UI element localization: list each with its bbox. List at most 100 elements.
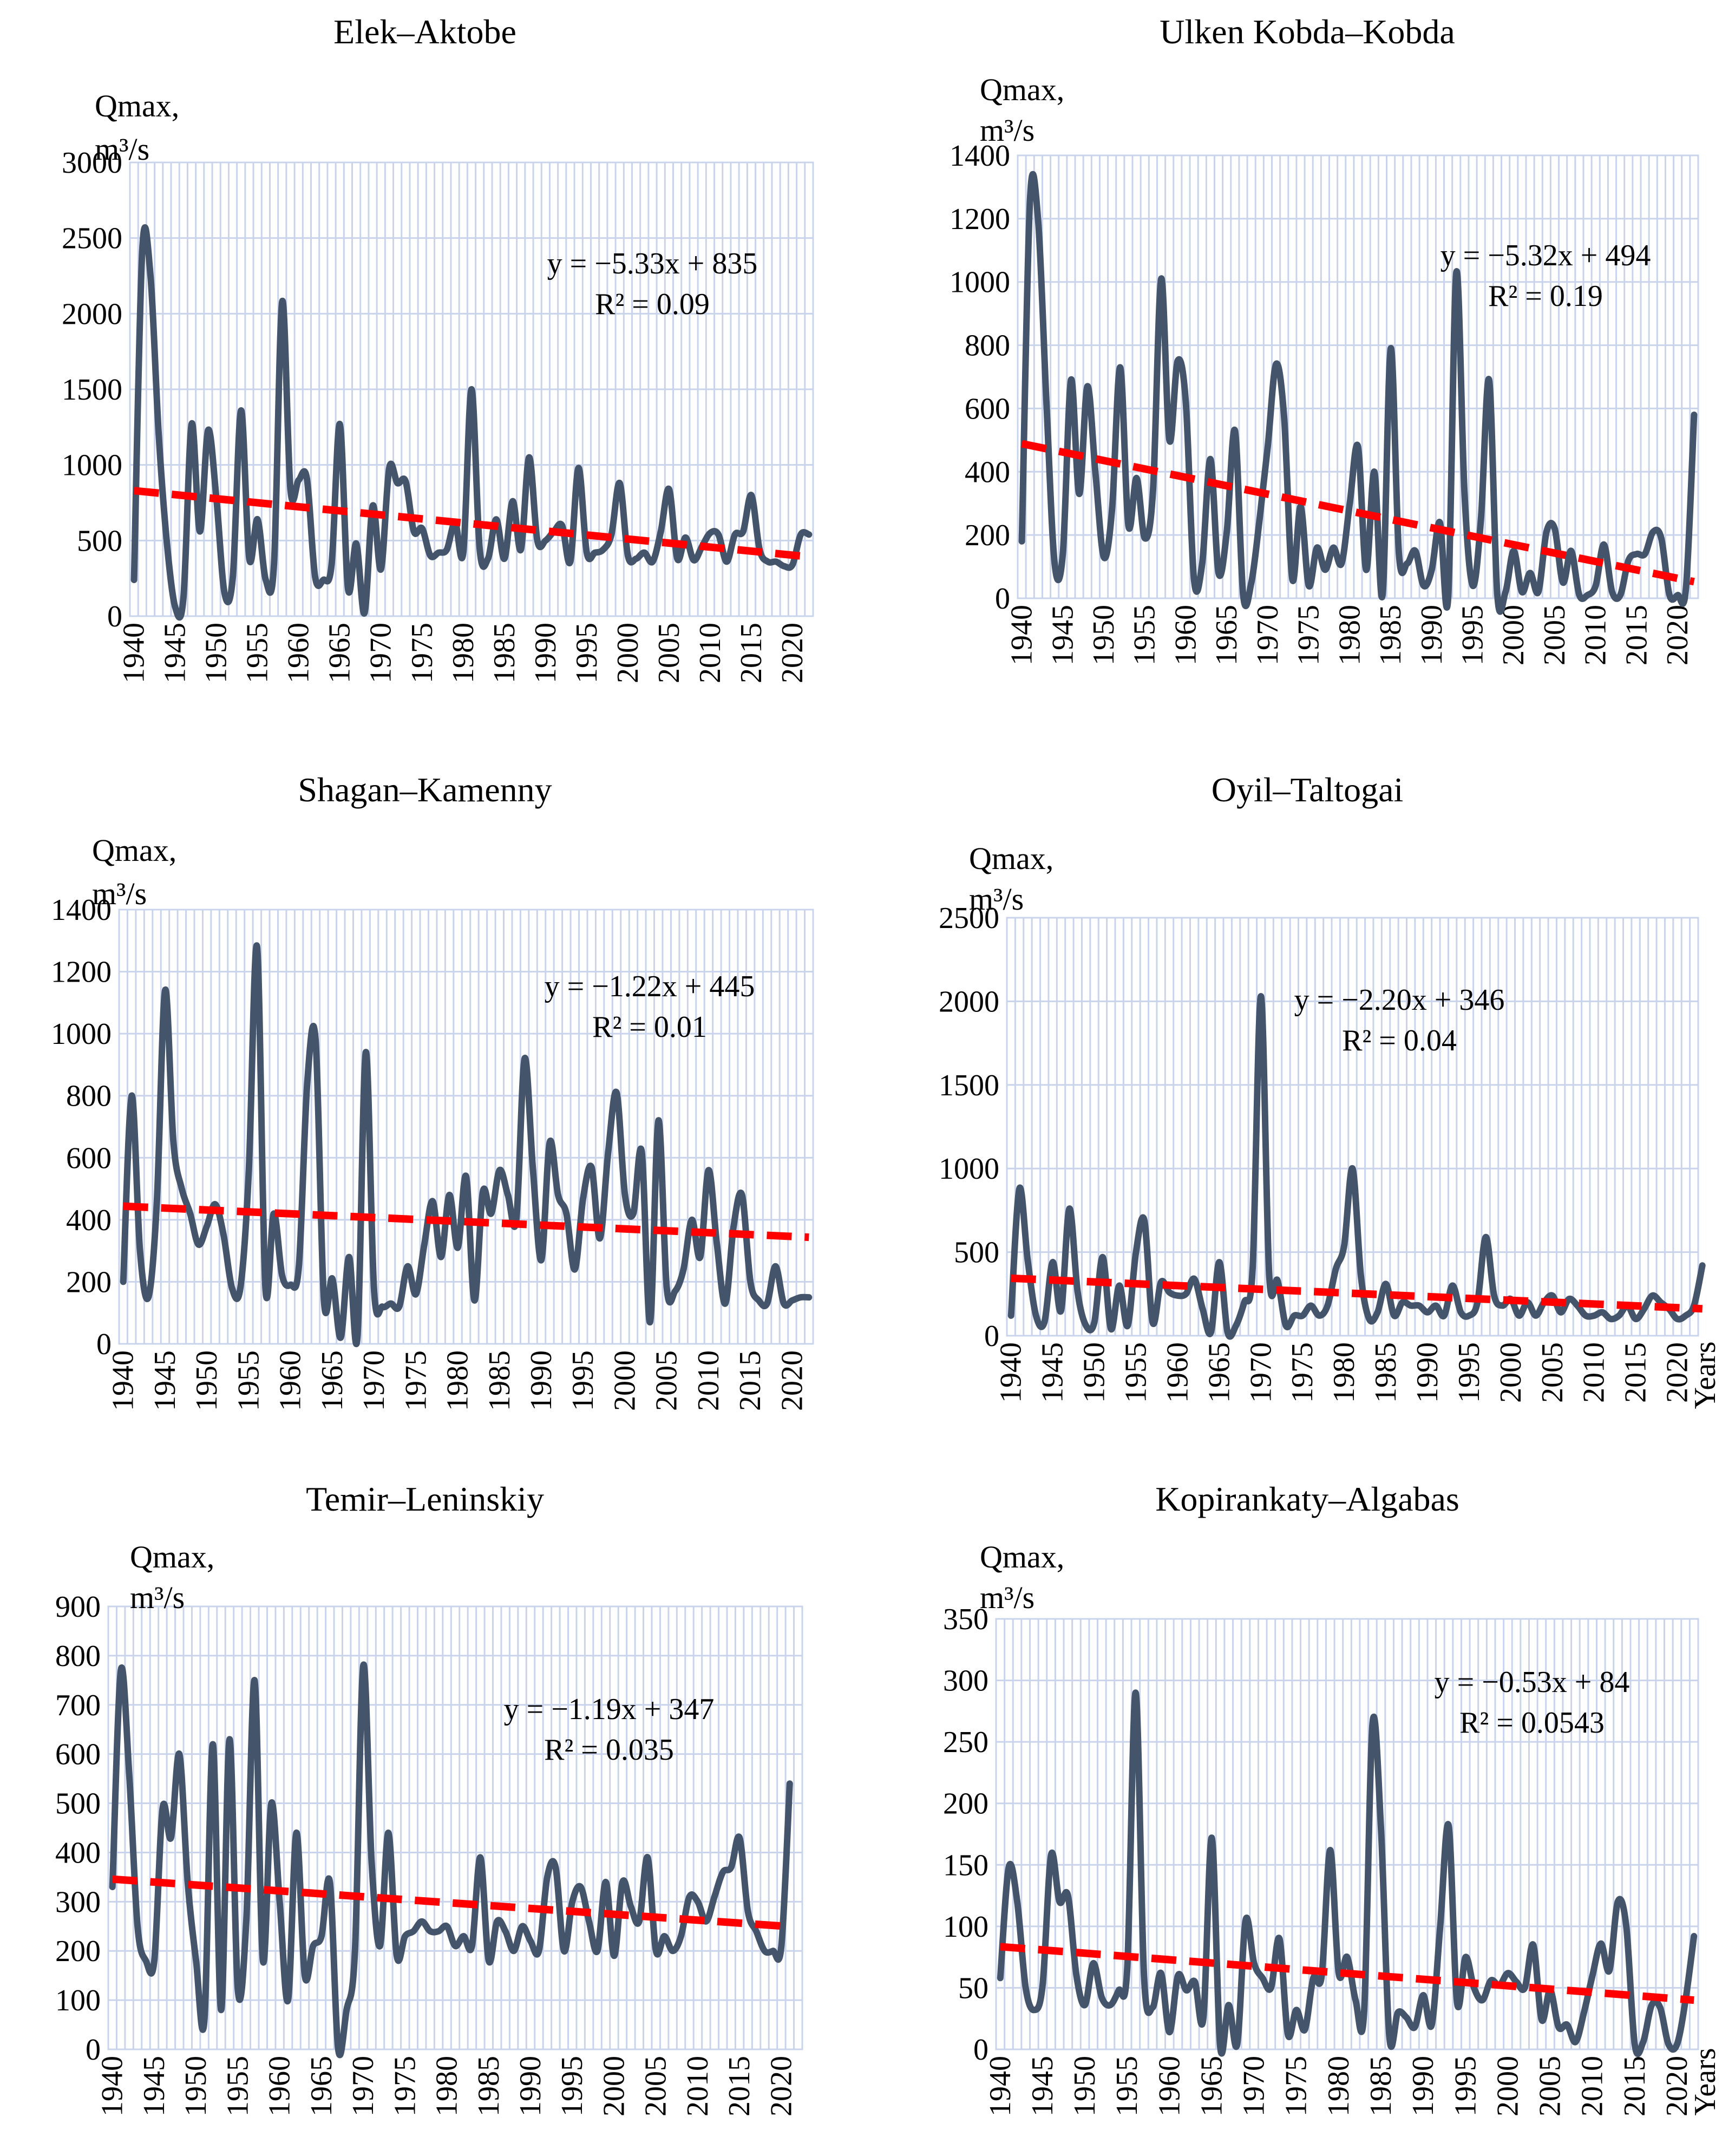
x-tick-label: 1990 <box>1406 2056 1440 2116</box>
y-tick-label: 1000 <box>950 266 1010 299</box>
x-tick-label: 2000 <box>1494 1342 1528 1403</box>
x-tick-label: 2010 <box>681 2056 715 2116</box>
x-tick-label: 1985 <box>1374 605 1407 665</box>
series-line-qmax <box>130 224 813 621</box>
x-tick-label: 1975 <box>1280 2056 1313 2116</box>
x-tick-label: 2020 <box>1661 1342 1694 1403</box>
plot-grid <box>129 161 814 617</box>
x-tick-label: 2015 <box>723 2056 756 2116</box>
x-tick-label: 1950 <box>190 1350 224 1411</box>
chart-title: Ulken Kobda–Kobda <box>1160 12 1455 51</box>
y-tick-label: 600 <box>965 392 1010 426</box>
x-tick-label: 1970 <box>346 2056 380 2116</box>
y-axis-label: Qmax, <box>969 841 1053 876</box>
y-tick-label: 400 <box>66 1204 112 1237</box>
x-tick-label: 2005 <box>639 2056 673 2116</box>
x-tick-label: 2010 <box>1579 605 1613 665</box>
x-tick-label: 2010 <box>1577 1342 1611 1403</box>
x-tick-label: 2020 <box>1660 2056 1694 2116</box>
y-tick-label: 2000 <box>62 297 122 331</box>
y-axis-label: Qmax, <box>95 88 179 123</box>
x-tick-label: 1955 <box>232 1350 265 1411</box>
x-tick-label: 2010 <box>692 1350 725 1411</box>
x-tick-label: 2015 <box>1620 605 1653 665</box>
y-tick-label: 1000 <box>51 1017 112 1051</box>
y-tick-label: 0 <box>995 582 1010 616</box>
y-axis-label: Qmax, <box>980 72 1064 107</box>
r-squared-label: R² = 0.035 <box>544 1733 674 1767</box>
r-squared-label: R² = 0.09 <box>595 288 710 321</box>
y-tick-label: 400 <box>55 1836 101 1870</box>
x-tick-label: 2000 <box>597 2056 631 2116</box>
y-tick-label: 0 <box>973 2033 988 2067</box>
y-tick-label: 600 <box>55 1738 101 1772</box>
x-tick-label: 1940 <box>1005 605 1039 665</box>
x-tick-label: 2020 <box>764 2056 798 2116</box>
y-tick-label: 1500 <box>939 1069 999 1102</box>
x-tick-label: 1970 <box>1244 1342 1278 1403</box>
chart-panel-1: 0 500 1000 1500 2000 2500 3000 1940 1945 1950 1955… <box>62 12 814 683</box>
y-tick-label: 250 <box>943 1726 988 1759</box>
x-tick-label: 1950 <box>1087 605 1121 665</box>
y-tick-label: 1500 <box>62 373 122 407</box>
x-tick-label: 1990 <box>529 623 562 683</box>
x-tick-label: 1965 <box>316 1350 349 1411</box>
y-tick-label: 200 <box>55 1935 101 1968</box>
trend-equation: y = −5.33x + 835 <box>547 247 758 280</box>
x-tick-label: 1940 <box>107 1350 140 1411</box>
x-tick-label: 1960 <box>1153 2056 1186 2116</box>
x-tick-label: 1960 <box>1161 1342 1194 1403</box>
chart-title: Temir–Leninskiy <box>306 1480 544 1518</box>
x-tick-label: 1960 <box>274 1350 307 1411</box>
y-tick-label: 1000 <box>939 1152 999 1186</box>
x-tick-label: 1980 <box>447 623 480 683</box>
x-tick-label: 1970 <box>1238 2056 1271 2116</box>
trend-equation: y = −2.20x + 346 <box>1294 983 1505 1017</box>
x-tick-label: 2000 <box>1497 605 1530 665</box>
x-tick-label: 1985 <box>483 1350 516 1411</box>
x-tick-label: 1965 <box>1202 1342 1236 1403</box>
y-tick-label: 500 <box>55 1787 101 1821</box>
y-tick-label: 0 <box>96 1328 112 1361</box>
x-tick-label: 1950 <box>1078 1342 1111 1403</box>
linear-trend-line <box>1000 1943 1694 2004</box>
y-tick-label: 0 <box>107 600 122 633</box>
x-tick-label: 1940 <box>984 2056 1017 2116</box>
x-tick-label: 1940 <box>117 623 151 683</box>
y-tick-label: 0 <box>984 1319 999 1353</box>
x-tick-label: 1980 <box>1322 2056 1356 2116</box>
x-tick-label: 1990 <box>1415 605 1449 665</box>
y-tick-label: 300 <box>943 1664 988 1698</box>
chart-panel-6: 0 50 100 150 200 250 300 350 1940 1945 1950 1955 196… <box>943 1480 1722 2116</box>
chart-panel-5: 0 100 200 300 400 500 600 700 800 900 1940 1945 1950… <box>55 1480 803 2116</box>
x-tick-label: 1985 <box>1364 2056 1398 2116</box>
x-tick-label: 2000 <box>611 623 645 683</box>
x-tick-label: 1995 <box>555 2056 589 2116</box>
y-tick-label: 800 <box>55 1639 101 1673</box>
series-line-qmax <box>109 1661 793 2059</box>
x-tick-label: 1990 <box>514 2056 547 2116</box>
x-tick-label: 1950 <box>200 623 233 683</box>
x-tick-label: 2005 <box>1538 605 1572 665</box>
y-tick-label: 1400 <box>950 139 1010 173</box>
x-tick-label: 1945 <box>159 623 192 683</box>
x-tick-label: 1975 <box>1286 1342 1319 1403</box>
x-tick-label: 2015 <box>1619 1342 1653 1403</box>
y-tick-label: 800 <box>965 329 1010 363</box>
y-tick-label: 1200 <box>51 956 112 989</box>
r-squared-label: R² = 0.04 <box>1342 1024 1457 1057</box>
x-tick-label: 1985 <box>472 2056 506 2116</box>
y-tick-label: 2500 <box>939 901 999 935</box>
y-axis-label: Qmax, <box>92 833 176 868</box>
x-tick-label: 1955 <box>221 2056 254 2116</box>
x-tick-label: 1995 <box>1452 1342 1486 1403</box>
x-tick-label: 1990 <box>525 1350 558 1411</box>
x-tick-label: 2020 <box>775 1350 809 1411</box>
y-axis-label: Qmax, <box>980 1539 1064 1574</box>
x-tick-label: 1995 <box>1456 605 1490 665</box>
linear-trend-line <box>123 1202 809 1242</box>
x-tick-label: 1955 <box>241 623 274 683</box>
x-tick-label: 1970 <box>1251 605 1285 665</box>
y-axis-unit: m³/s <box>980 113 1034 148</box>
y-tick-label: 2000 <box>939 985 999 1018</box>
